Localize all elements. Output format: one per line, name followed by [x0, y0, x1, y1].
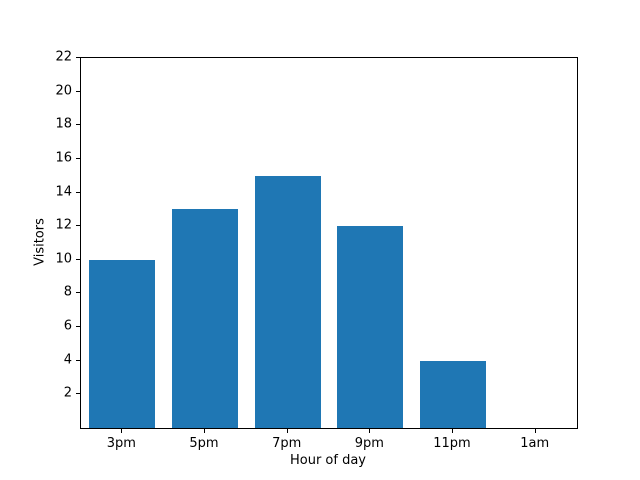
y-tick-mark: [76, 124, 80, 126]
y-tick-mark: [76, 57, 80, 58]
y-tick-label: 6: [63, 318, 72, 334]
x-tick-label: 3pm: [106, 436, 136, 451]
x-axis-label: Hour of day: [289, 453, 367, 468]
y-tick-mark: [76, 258, 80, 260]
x-tick-mark: [452, 429, 453, 433]
bar-3pm: [89, 259, 156, 428]
x-tick-mark: [286, 429, 288, 433]
y-tick-label: 18: [55, 116, 72, 132]
bar-9pm: [337, 226, 404, 428]
y-tick-label: 12: [55, 217, 72, 233]
x-tick-label: 1am: [520, 436, 550, 451]
bar-5pm: [171, 209, 239, 428]
x-tick-mark: [534, 429, 536, 433]
y-tick-label: 8: [63, 284, 72, 300]
y-tick-mark: [76, 359, 80, 361]
bar-7pm: [254, 175, 321, 428]
plot-area: [80, 57, 578, 429]
y-tick-mark: [76, 191, 80, 193]
x-tick-label: 9pm: [354, 436, 384, 451]
bar-11pm: [419, 360, 487, 428]
y-axis-label: Visitors: [32, 218, 48, 266]
x-tick-label: 5pm: [189, 436, 219, 451]
x-tick-mark: [369, 429, 371, 433]
y-tick-mark: [76, 393, 80, 395]
y-tick-mark: [76, 225, 80, 227]
x-tick-label: 11pm: [433, 436, 471, 451]
x-tick-mark: [121, 429, 123, 433]
y-tick-mark: [76, 292, 80, 294]
y-tick-label: 14: [55, 184, 72, 200]
x-tick-mark: [204, 429, 205, 433]
y-tick-label: 20: [55, 83, 72, 99]
y-tick-label: 2: [63, 385, 72, 401]
y-tick-label: 4: [63, 352, 72, 368]
y-tick-label: 10: [55, 251, 72, 267]
x-tick-label: 7pm: [272, 436, 302, 451]
y-tick-mark: [76, 90, 80, 92]
y-tick-mark: [76, 326, 80, 328]
y-tick-mark: [76, 157, 80, 159]
y-tick-label: 22: [55, 49, 72, 65]
y-tick-label: 16: [55, 150, 72, 166]
